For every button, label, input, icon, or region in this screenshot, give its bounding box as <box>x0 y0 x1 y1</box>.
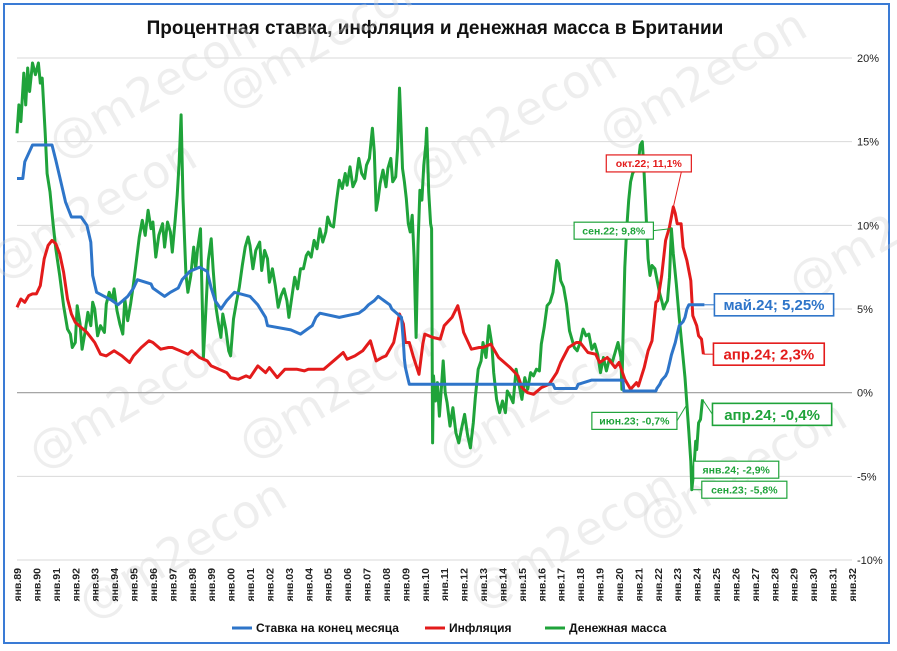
x-tick-label: янв.92 <box>70 568 82 602</box>
annotation-leader <box>702 399 713 415</box>
legend-label: Ставка на конец месяца <box>256 621 399 635</box>
x-tick-label: янв.97 <box>167 568 179 602</box>
x-axis-ticks: янв.89 янв.90 янв.91 янв.92 янв.93 янв.94 янв.… <box>12 568 859 602</box>
x-tick-label: янв.18 <box>575 568 587 602</box>
y-tick-label: 20% <box>857 53 879 65</box>
annotation-box <box>573 221 655 240</box>
annotation-leader <box>676 404 688 422</box>
y-tick-label: -5% <box>857 471 877 483</box>
x-tick-label: янв.96 <box>148 568 160 602</box>
x-tick-label: янв.91 <box>51 568 63 602</box>
x-tick-label: янв.12 <box>459 568 471 602</box>
x-tick-label: янв.06 <box>342 568 354 602</box>
watermark-text: @m2econ <box>229 307 456 469</box>
x-tick-label: янв.22 <box>653 568 665 602</box>
x-tick-label: янв.05 <box>323 568 335 602</box>
rate-line <box>17 143 705 393</box>
x-tick-label: янв.29 <box>789 568 801 602</box>
annotation-box <box>713 293 835 317</box>
x-tick-label: янв.01 <box>245 568 257 602</box>
y-axis-ticks: 20% 15% 10% 5% 0% -5% -10% <box>857 53 883 567</box>
y-tick-label: 5% <box>857 304 873 316</box>
x-tick-label: янв.10 <box>420 568 432 602</box>
annotation-box <box>605 154 692 173</box>
chart-title: Процентная ставка, инфляция и денежная м… <box>146 18 724 39</box>
x-tick-label: янв.28 <box>769 568 781 602</box>
x-tick-label: янв.21 <box>633 568 645 602</box>
x-tick-label: янв.27 <box>750 568 762 602</box>
annotation-box <box>591 411 678 430</box>
x-tick-label: янв.17 <box>556 568 568 602</box>
x-tick-label: янв.24 <box>692 568 704 602</box>
x-tick-label: янв.04 <box>303 568 315 602</box>
x-tick-label: янв.30 <box>808 568 820 602</box>
x-tick-label: янв.90 <box>31 568 43 602</box>
annotation-box <box>693 460 780 479</box>
annotation-box <box>711 402 833 427</box>
x-tick-label: янв.31 <box>828 568 840 602</box>
annotation-label: сен.23; -5,8% <box>711 485 778 497</box>
y-tick-label: 0% <box>857 388 873 400</box>
annotation-label: апр.24; -0,4% <box>724 407 820 424</box>
x-tick-label: янв.03 <box>284 568 296 602</box>
annotation-label: окт.22; 11,1% <box>616 158 683 170</box>
annotation-label: май.24; 5,25% <box>724 297 825 314</box>
x-tick-label: янв.08 <box>381 568 393 602</box>
x-tick-label: янв.00 <box>226 568 238 602</box>
x-tick-label: янв.07 <box>362 568 374 602</box>
x-tick-label: янв.98 <box>187 568 199 602</box>
x-tick-label: янв.25 <box>711 568 723 602</box>
annotation-label: сен.22; 9,8% <box>582 225 646 237</box>
x-tick-label: янв.16 <box>536 568 548 602</box>
x-tick-label: янв.20 <box>614 568 626 602</box>
annotation-label: янв.24; -2,9% <box>703 464 771 476</box>
x-tick-label: янв.02 <box>264 568 276 602</box>
x-tick-label: янв.15 <box>517 568 529 602</box>
annotation-leader <box>672 171 682 208</box>
legend: Ставка на конец месяца Инфляция Денежная м… <box>232 621 667 635</box>
legend-label: Инфляция <box>449 621 511 635</box>
annotation-label: июн.23; -0,7% <box>599 416 670 428</box>
x-tick-label: янв.14 <box>497 568 509 602</box>
x-tick-label: янв.09 <box>400 568 412 602</box>
annotations: окт.22; 11,1% сен.22; 9,8% май.24; 5,25% ап… <box>573 154 835 499</box>
x-tick-label: янв.19 <box>595 568 607 602</box>
series-lines <box>15 61 705 492</box>
watermark-text: @m2econ <box>69 467 296 629</box>
watermark-text: @m2econ <box>779 147 897 309</box>
x-tick-label: янв.94 <box>109 568 121 602</box>
inflation-line <box>15 205 705 396</box>
x-tick-label: янв.23 <box>672 568 684 602</box>
x-tick-label: янв.95 <box>129 568 141 602</box>
annotation-box <box>712 342 826 366</box>
x-tick-label: янв.26 <box>730 568 742 602</box>
annotation-box <box>701 480 788 499</box>
x-tick-label: янв.89 <box>12 568 24 602</box>
watermark-text: @m2econ <box>19 317 246 479</box>
annotation-label: апр.24; 2,3% <box>723 347 814 364</box>
x-tick-label: янв.93 <box>90 568 102 602</box>
legend-label: Денежная масса <box>569 621 667 635</box>
y-tick-label: 15% <box>857 137 879 149</box>
annotation-leader <box>653 228 672 232</box>
x-tick-label: янв.99 <box>206 568 218 602</box>
x-tick-label: янв.32 <box>847 568 859 602</box>
x-tick-label: янв.13 <box>478 568 490 602</box>
x-tick-label: янв.11 <box>439 568 451 601</box>
y-tick-label: 10% <box>857 220 879 232</box>
y-tick-label: -10% <box>857 555 883 567</box>
